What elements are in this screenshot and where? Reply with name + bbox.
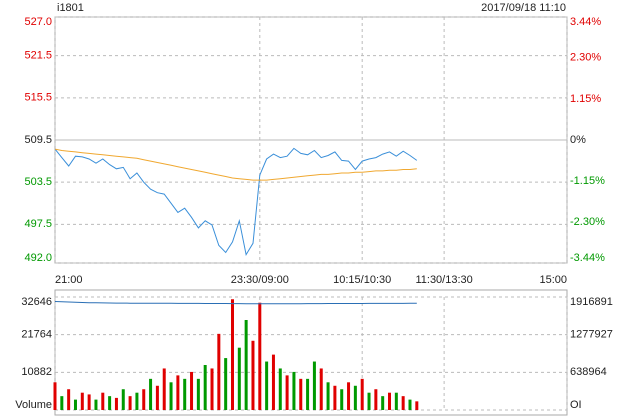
y2-tick-label: -2.30% [570, 216, 605, 228]
volume-bar [94, 399, 98, 410]
volume-bar [381, 396, 385, 410]
y2-tick-label: 1277927 [570, 329, 613, 341]
volume-bar [183, 378, 187, 410]
volume-bar [299, 378, 303, 410]
volume-bar [135, 392, 139, 410]
volume-bar [87, 394, 91, 410]
volume-bar [73, 399, 77, 410]
datetime: 2017/09/18 11:10 [481, 2, 566, 14]
volume-bar [60, 396, 64, 410]
volume-bar [176, 375, 180, 410]
y2-tick-label: 0% [570, 134, 586, 146]
volume-bar [333, 385, 337, 410]
volume-bar [326, 382, 330, 410]
volume-bar [285, 375, 289, 410]
x-tick-label: 21:00 [55, 274, 83, 286]
volume-bar [155, 385, 159, 410]
volume-bar [53, 382, 57, 410]
y2-tick-label: 3.44% [570, 16, 601, 28]
volume-bar [408, 399, 412, 410]
volume-frame [54, 289, 568, 416]
volume-bar [108, 396, 112, 410]
volume-bar [340, 389, 344, 410]
volume-bar [162, 368, 166, 410]
y-tick-label: 515.5 [24, 92, 52, 104]
volume-bar [265, 361, 269, 410]
volume-bar [128, 396, 132, 410]
series-line [54, 301, 417, 305]
volume-bar [224, 358, 228, 410]
volume-bar [367, 392, 371, 410]
x-tick-label: 15:00 [539, 274, 567, 286]
y2-tick-label: -3.44% [570, 252, 605, 264]
y-tick-label: 497.5 [24, 218, 52, 230]
volume-bar [217, 333, 221, 410]
y2-tick-label: 1.15% [570, 93, 601, 105]
volume-bar [388, 392, 392, 410]
volume-bar [142, 389, 146, 410]
y-tick-label: 492.0 [24, 252, 52, 264]
y-tick-label: 527.0 [24, 16, 52, 28]
volume-bar [401, 396, 405, 410]
volume-bar [374, 389, 378, 410]
volume-bar [80, 392, 84, 410]
y-tick-label: 503.5 [24, 176, 52, 188]
volume-bar [353, 385, 357, 410]
x-tick-label: 11:30/13:30 [415, 274, 472, 286]
volume-bar [67, 389, 71, 410]
volume-bar [278, 368, 282, 410]
series-line [54, 147, 418, 256]
y-tick-label: 32646 [21, 296, 52, 308]
y2-tick-label: -1.15% [570, 175, 605, 187]
volume-bar [394, 392, 398, 410]
volume-bar [244, 320, 248, 410]
volume-bar [306, 378, 310, 410]
volume-bar [292, 371, 296, 410]
y-tick-label: 521.5 [24, 50, 52, 62]
volume-bar [210, 368, 214, 410]
y-tick-label: 509.5 [24, 134, 52, 146]
series-line [54, 148, 417, 181]
volume-bar [121, 389, 125, 410]
volume-bar [271, 354, 275, 410]
volume-bar [258, 302, 262, 410]
volume-bar [415, 401, 419, 410]
volume-bar [101, 392, 105, 410]
x-tick-label: 23:30/09:00 [231, 274, 289, 286]
volume-bar [203, 365, 207, 410]
y2-tick-label: 638964 [570, 366, 607, 378]
volume-bar [360, 378, 364, 410]
y-tick-label: Volume [15, 399, 52, 411]
y-tick-label: 10882 [21, 366, 52, 378]
volume-bar [237, 347, 241, 410]
symbol: i1801 [57, 2, 84, 14]
volume-bar [251, 340, 255, 410]
volume-bar [169, 382, 173, 410]
volume-bar [196, 378, 200, 410]
volume-bar [114, 397, 118, 410]
y2-tick-label: 2.30% [570, 52, 601, 64]
volume-bar [312, 361, 316, 410]
volume-bar [230, 299, 234, 410]
volume-bar [319, 368, 323, 410]
x-tick-label: 10:15/10:30 [333, 274, 391, 286]
volume-bar [149, 378, 153, 410]
y2-tick-label: 1916891 [570, 296, 613, 308]
volume-bar [190, 371, 194, 410]
y-tick-label: 21764 [21, 329, 52, 341]
volume-bar [347, 382, 351, 410]
y2-tick-label: OI [570, 399, 582, 411]
